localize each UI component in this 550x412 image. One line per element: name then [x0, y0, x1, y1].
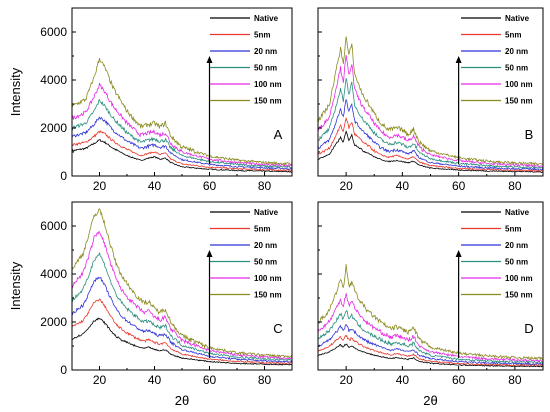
series-line-5nm: [317, 117, 544, 172]
y-tick-label: 4000: [40, 73, 67, 87]
x-tick-label: 20: [93, 373, 107, 387]
legend-label: Native: [254, 208, 279, 217]
series-line-native: [318, 343, 544, 368]
panel-b: 20 40 60 80 B Native 5nm 20 nm 50 nm 100 nm 150 nm: [317, 7, 544, 193]
series-line-20nm: [317, 324, 544, 366]
legend-label: 5nm: [254, 225, 270, 234]
x-tick-label: 80: [258, 179, 272, 193]
x-tick-label: 20: [339, 373, 353, 387]
x-tick-label: 60: [452, 373, 466, 387]
legend-label: 50 nm: [505, 64, 528, 73]
x-axis-title: 2θ: [175, 393, 189, 408]
series-line-native: [71, 317, 292, 366]
panel-a: 0 2000 4000 6000 20 40 60 80 A Native 5nm 20 nm 50 n…: [8, 7, 293, 193]
legend-label: 100 nm: [505, 80, 533, 89]
x-axis-title: 2θ: [423, 393, 437, 408]
legend-label: 5nm: [505, 225, 521, 234]
trend-arrow-head: [455, 250, 462, 257]
x-tick-label: 60: [452, 179, 466, 193]
trend-arrow-head: [206, 250, 213, 257]
series-line-20nm: [71, 116, 293, 170]
panel-d: 20 40 60 80 D Native 5nm 20 nm 50 nm 100 nm 150 nm…: [317, 201, 544, 408]
y-axis-title: Intensity: [8, 261, 23, 310]
trend-arrow-head: [455, 56, 462, 63]
legend-label: 5nm: [254, 31, 270, 40]
series-line-100nm: [71, 82, 293, 167]
legend-label: 150 nm: [254, 291, 282, 300]
legend-label: 150 nm: [254, 97, 282, 106]
series-line-50nm: [317, 78, 544, 170]
x-tick-label: 20: [339, 179, 353, 193]
x-tick-label: 40: [396, 179, 410, 193]
x-tick-label: 40: [148, 373, 162, 387]
panel-letter: C: [273, 321, 282, 336]
series-line-20nm: [71, 276, 293, 364]
legend-label: 20 nm: [505, 241, 528, 250]
series-line-5nm: [71, 298, 293, 365]
series-line-150nm: [71, 58, 293, 166]
series-line-20nm: [317, 98, 544, 171]
legend-label: 50 nm: [505, 258, 528, 267]
legend-label: Native: [505, 208, 530, 217]
x-tick-label: 60: [203, 179, 217, 193]
series-line-150nm: [71, 208, 293, 359]
legend-label: 20 nm: [254, 47, 277, 56]
x-tick-label: 20: [93, 179, 107, 193]
x-tick-label: 40: [396, 373, 410, 387]
x-tick-label: 80: [508, 179, 522, 193]
panel-letter: A: [274, 127, 283, 142]
x-tick-label: 60: [203, 373, 217, 387]
series-line-100nm: [317, 54, 544, 168]
series-line-5nm: [71, 129, 293, 172]
legend-label: 5nm: [505, 31, 521, 40]
series-line-50nm: [71, 252, 293, 362]
series-line-native: [317, 130, 544, 173]
legend-label: 20 nm: [254, 241, 277, 250]
legend-label: Native: [505, 14, 530, 23]
y-tick-label: 6000: [40, 219, 67, 233]
x-tick-label: 80: [508, 373, 522, 387]
legend-label: 50 nm: [254, 64, 277, 73]
y-tick-label: 2000: [40, 121, 67, 135]
panel-letter: D: [524, 321, 533, 336]
series-line-50nm: [71, 98, 293, 169]
y-tick-label: 0: [60, 363, 67, 377]
legend-label: 100 nm: [254, 274, 282, 283]
series-line-150nm: [317, 264, 544, 361]
x-tick-label: 80: [258, 373, 272, 387]
panel-c: 0 2000 4000 6000 20 40 60 80 C Native 5nm 20 nm 50 n…: [8, 201, 293, 408]
y-tick-label: 2000: [40, 315, 67, 329]
legend-label: 20 nm: [505, 47, 528, 56]
series-line-150nm: [317, 36, 544, 166]
y-tick-label: 4000: [40, 267, 67, 281]
series-line-50nm: [317, 309, 544, 365]
y-tick-label: 0: [60, 169, 67, 183]
legend-label: 100 nm: [254, 80, 282, 89]
legend-label: 150 nm: [505, 97, 533, 106]
legend-label: 100 nm: [505, 274, 533, 283]
y-axis-title: Intensity: [8, 67, 23, 116]
legend-label: Native: [254, 14, 279, 23]
series-line-100nm: [317, 293, 544, 363]
trend-arrow-head: [206, 56, 213, 63]
panel-letter: B: [525, 127, 534, 142]
series-line-native: [71, 139, 293, 173]
legend-label: 150 nm: [505, 291, 533, 300]
legend-label: 50 nm: [254, 258, 277, 267]
y-tick-label: 6000: [40, 25, 67, 39]
series-line-100nm: [71, 231, 293, 360]
x-tick-label: 40: [148, 179, 162, 193]
series-line-5nm: [318, 334, 544, 367]
